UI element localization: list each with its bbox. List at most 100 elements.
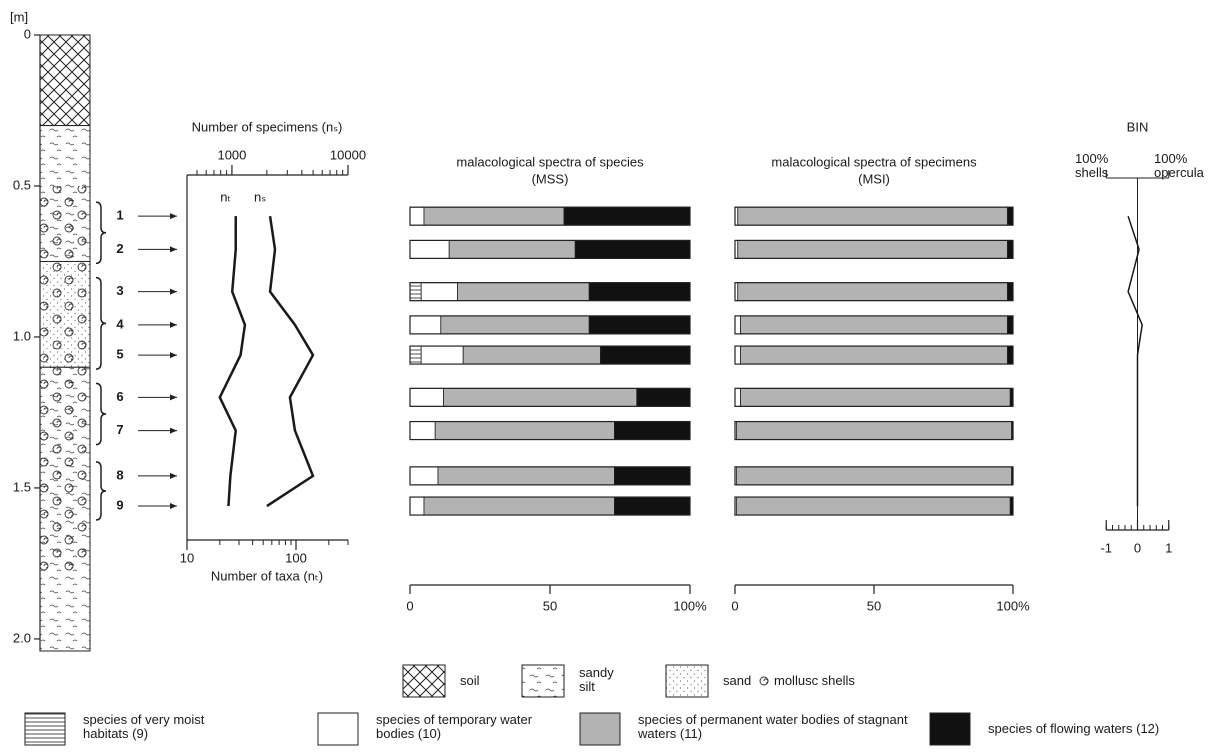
bar-segment [462, 345, 601, 365]
y-tick-label: 0.5 [13, 177, 31, 192]
bar-outline [734, 206, 1014, 226]
x-tick-label: 100% [996, 598, 1030, 613]
legend-label: species of very moist habitats (9) [83, 712, 205, 741]
bar-outline [409, 315, 691, 335]
bar-segment [563, 206, 691, 226]
bar-segment [1007, 345, 1014, 365]
bar-segment [437, 466, 615, 486]
x-tick-label: -1 [1100, 540, 1112, 555]
bar-segment [443, 387, 638, 407]
bar-outline [734, 315, 1014, 335]
bar-segment [735, 496, 1011, 516]
bar-outline [734, 239, 1014, 259]
annotation: 100% shells [1075, 151, 1109, 180]
group-brace [95, 461, 107, 521]
bar-segment [734, 345, 741, 365]
bar-segment [735, 421, 1013, 440]
bar-outline [409, 206, 691, 226]
chart-title: BIN [1127, 119, 1149, 134]
bar-outline [734, 387, 1014, 407]
series-label: nₜ [220, 189, 231, 204]
legend-swatch [402, 664, 446, 698]
bar-outline [409, 420, 691, 441]
legend-label: soil [460, 673, 480, 688]
x-tick-label: 100 [285, 550, 307, 565]
bar-segment [409, 315, 442, 335]
sample-label: 4 [116, 316, 124, 331]
bar-segment [409, 466, 439, 486]
x-tick-label: 50 [543, 598, 557, 613]
legend-label: sandy silt [579, 665, 614, 694]
legend-swatch [579, 712, 621, 746]
x-tick-label: 100% [673, 598, 707, 613]
chart-title: malacological spectra of species [456, 154, 644, 169]
bar-segment [588, 282, 691, 302]
bar-outline [734, 420, 1014, 441]
bar-outline [409, 496, 691, 516]
bar-segment [735, 466, 1013, 486]
bar-segment [409, 345, 422, 365]
bar-segment [588, 315, 691, 335]
x-tick-label: 0 [1134, 540, 1141, 555]
x2-axis-label: Number of specimens (nₛ) [192, 119, 343, 134]
bar-segment [409, 239, 450, 259]
bar-segment [740, 387, 1011, 407]
bar-outline [734, 345, 1014, 365]
bar-outline [409, 239, 691, 259]
sample-label: 5 [116, 347, 123, 362]
legend-swatch [665, 664, 709, 698]
bar-segment [420, 282, 459, 302]
bar-segment [409, 282, 422, 302]
x-tick-label: 1000 [217, 147, 246, 162]
bar-segment [409, 496, 425, 516]
legend-swatch [521, 664, 565, 698]
bar-segment [737, 239, 1008, 259]
legend-symbol [763, 678, 769, 684]
y-axis-label: [m] [10, 9, 28, 24]
y-tick-label: 1.0 [13, 328, 31, 343]
sample-label: 8 [116, 467, 123, 482]
bar-segment [440, 315, 590, 335]
bar-segment [409, 387, 444, 407]
sample-label: 6 [116, 389, 123, 404]
legend-label: species of flowing waters (12) [988, 721, 1160, 736]
sample-label: 2 [116, 241, 123, 256]
series-line [218, 216, 247, 507]
bar-outline [734, 282, 1014, 302]
x-tick-label: 50 [867, 598, 881, 613]
bar-segment [636, 387, 691, 407]
legend-label: sand [723, 673, 752, 688]
bar-segment [737, 206, 1008, 226]
sample-label: 3 [116, 283, 123, 298]
bar-segment [740, 345, 1008, 365]
x-axis-label: Number of taxa (nₜ) [211, 568, 323, 583]
bar-segment [734, 315, 741, 335]
y-tick-label: 2.0 [13, 630, 31, 645]
bar-outline [409, 387, 691, 407]
sample-label: 7 [116, 422, 123, 437]
bar-segment [420, 345, 464, 365]
x-tick-label: 10000 [330, 147, 366, 162]
bar-segment [734, 387, 741, 407]
bar-segment [614, 421, 691, 440]
bar-segment [614, 496, 691, 516]
series-line [1127, 215, 1143, 507]
x-tick-label: 0 [406, 598, 413, 613]
legend-label: species of temporary water bodies (10) [376, 712, 533, 741]
bar-outline [409, 466, 691, 486]
legend-swatch [929, 712, 971, 746]
bar-segment [574, 239, 691, 259]
x-tick-label: 10 [180, 550, 194, 565]
lithology-layer [40, 185, 90, 573]
bar-segment [740, 315, 1008, 335]
sample-label: 1 [116, 208, 123, 223]
bar-segment [614, 466, 691, 486]
series-line [266, 215, 315, 508]
bar-outline [409, 282, 691, 302]
sample-label: 9 [116, 497, 123, 512]
legend-label: mollusc shells [774, 673, 855, 688]
bar-segment [1007, 206, 1014, 226]
bar-outline [734, 466, 1014, 486]
